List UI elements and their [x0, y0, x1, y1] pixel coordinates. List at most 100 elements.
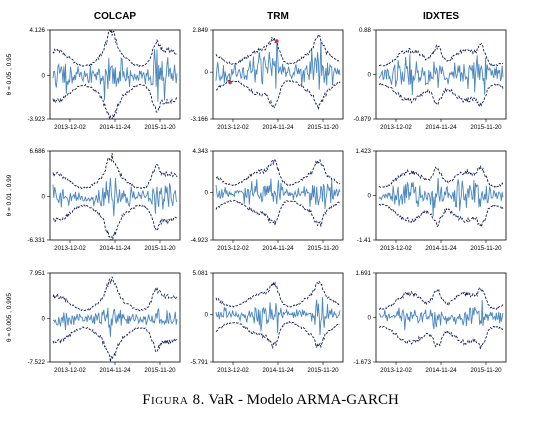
x-tick-label: 2015-11-20: [470, 245, 502, 252]
returns-line: [52, 177, 178, 217]
x-tick-label: 2015-11-20: [144, 245, 176, 252]
y-tick-label: -7.522: [27, 359, 45, 366]
column-title: COLCAP: [94, 11, 137, 22]
panel-idxtes-row3: 1.691 0 -1.673 2013-12-02 2014-11-24 2015-11-…: [353, 270, 507, 374]
y-tick-label: -4.923: [190, 237, 208, 244]
row-label: θ = 0.01 , 0.99: [6, 174, 13, 216]
x-tick-label: 2013-12-02: [54, 245, 86, 252]
var-upper-line: [52, 153, 178, 190]
y-tick-label: 6.686: [30, 148, 46, 155]
returns-line: [378, 177, 504, 217]
figure-caption: Figura 8. VaR - Modelo ARMA-GARCH: [0, 392, 541, 409]
x-tick-label: 2013-12-02: [380, 124, 412, 131]
var-upper-line: [215, 158, 341, 187]
y-tick-label: 1.423: [356, 148, 372, 155]
x-tick-label: 2013-12-02: [54, 367, 86, 374]
var-lower-line: [215, 199, 341, 228]
x-tick-label: 2014-11-24: [99, 124, 131, 131]
var-upper-line: [378, 286, 504, 310]
y-tick-label: -3.166: [190, 116, 208, 123]
x-tick-label: 2014-11-24: [262, 124, 294, 131]
var-upper-line: [378, 42, 504, 67]
y-tick-label: 0: [368, 193, 372, 200]
var-upper-line: [378, 164, 504, 189]
x-tick-label: 2013-12-02: [217, 367, 249, 374]
y-tick-label: 0: [368, 315, 372, 322]
var-upper-line: [215, 33, 341, 66]
returns-line: [378, 299, 504, 331]
y-tick-label: -0.879: [353, 116, 371, 123]
var-lower-line: [378, 82, 504, 108]
returns-line: [215, 40, 341, 90]
exceedance-point: [228, 80, 232, 85]
panel-idxtes-row1: 0.88 0 -0.879 2013-12-02 2014-11-24 2015-11-2…: [353, 27, 507, 131]
var-lower-line: [378, 325, 504, 350]
y-tick-label: -5.791: [190, 359, 208, 366]
var-upper-line: [52, 28, 178, 68]
x-tick-label: 2014-11-24: [99, 245, 131, 252]
x-tick-label: 2014-11-24: [262, 367, 294, 374]
x-tick-label: 2014-11-24: [425, 124, 457, 131]
y-tick-label: 0: [368, 72, 372, 79]
var-lower-line: [216, 79, 341, 110]
y-tick-label: 0: [42, 194, 46, 201]
panel-colcap-row2: 6.686 0 -6.331 2013-12-02 2014-11-24 2015-11-…: [27, 148, 181, 252]
y-tick-label: 0: [42, 316, 46, 323]
x-tick-label: 2015-11-20: [470, 367, 502, 374]
returns-line: [52, 49, 178, 102]
returns-line: [215, 297, 341, 336]
y-tick-label: 5.081: [193, 270, 209, 277]
x-tick-label: 2013-12-02: [380, 367, 412, 374]
y-tick-label: -1.41: [357, 237, 372, 244]
row-label: θ = 0.005 , 0.995: [6, 293, 13, 342]
panel-frame: [212, 150, 344, 241]
x-tick-label: 2015-11-20: [470, 124, 502, 131]
var-lower-line: [52, 326, 178, 362]
var-lower-line: [378, 203, 504, 229]
x-tick-label: 2014-11-24: [262, 245, 294, 252]
x-tick-label: 2015-11-20: [144, 124, 176, 131]
x-tick-label: 2013-12-02: [217, 245, 249, 252]
x-tick-label: 2013-12-02: [217, 124, 249, 131]
x-tick-label: 2014-11-24: [425, 245, 457, 252]
y-tick-label: 0: [205, 312, 209, 319]
x-tick-label: 2015-11-20: [307, 367, 339, 374]
y-tick-label: 0.88: [359, 27, 372, 34]
caption-text: VaR - Modelo ARMA-GARCH: [208, 392, 399, 408]
var-upper-line: [215, 280, 341, 308]
var-lower-line: [52, 83, 178, 120]
caption-label: Figura 8.: [142, 392, 205, 408]
var-upper-line: [52, 276, 178, 312]
x-tick-label: 2014-11-24: [425, 367, 457, 374]
y-tick-label: 0: [205, 190, 209, 197]
exceedance-point: [275, 39, 279, 43]
panel-colcap-row3: 7.951 0 -7.522 2013-12-02 2014-11-24 2015-11-…: [27, 270, 181, 374]
panel-colcap-row1: 4.126 0 -3.923 2013-12-02 2014-11-24 2015-11-…: [27, 27, 181, 131]
x-tick-label: 2015-11-20: [307, 245, 339, 252]
returns-line: [52, 307, 178, 337]
returns-line: [378, 54, 504, 96]
y-tick-label: 0: [42, 73, 46, 80]
y-tick-label: 1.691: [356, 270, 372, 277]
var-lower-line: [215, 320, 340, 349]
x-tick-label: 2015-11-20: [307, 124, 339, 131]
y-tick-label: 4.343: [193, 148, 209, 155]
panel-trm-row3: 5.081 0 -5.791 2013-12-02 2014-11-24 2015-11-…: [190, 270, 344, 374]
y-tick-label: 0: [205, 69, 209, 76]
column-title: TRM: [267, 11, 289, 22]
panel-trm-row2: 4.343 0 -4.923 2013-12-02 2014-11-24 2015-11-…: [190, 148, 344, 252]
panel-idxtes-row2: 1.423 0 -1.41 2013-12-02 2014-11-24 2015-11-2…: [356, 148, 507, 252]
x-tick-label: 2014-11-24: [99, 367, 131, 374]
y-tick-label: -3.923: [27, 116, 45, 123]
y-tick-label: 4.126: [30, 27, 46, 34]
column-title: IDXTES: [423, 11, 459, 22]
row-label: θ = 0.05 , 0.95: [6, 53, 13, 95]
y-tick-label: -6.331: [27, 237, 45, 244]
x-tick-label: 2013-12-02: [380, 245, 412, 252]
y-tick-label: -1.673: [353, 359, 371, 366]
y-tick-label: 2.849: [193, 27, 209, 34]
x-tick-label: 2015-11-20: [144, 367, 176, 374]
var-lower-line: [52, 204, 178, 241]
y-tick-label: 7.951: [30, 270, 46, 277]
